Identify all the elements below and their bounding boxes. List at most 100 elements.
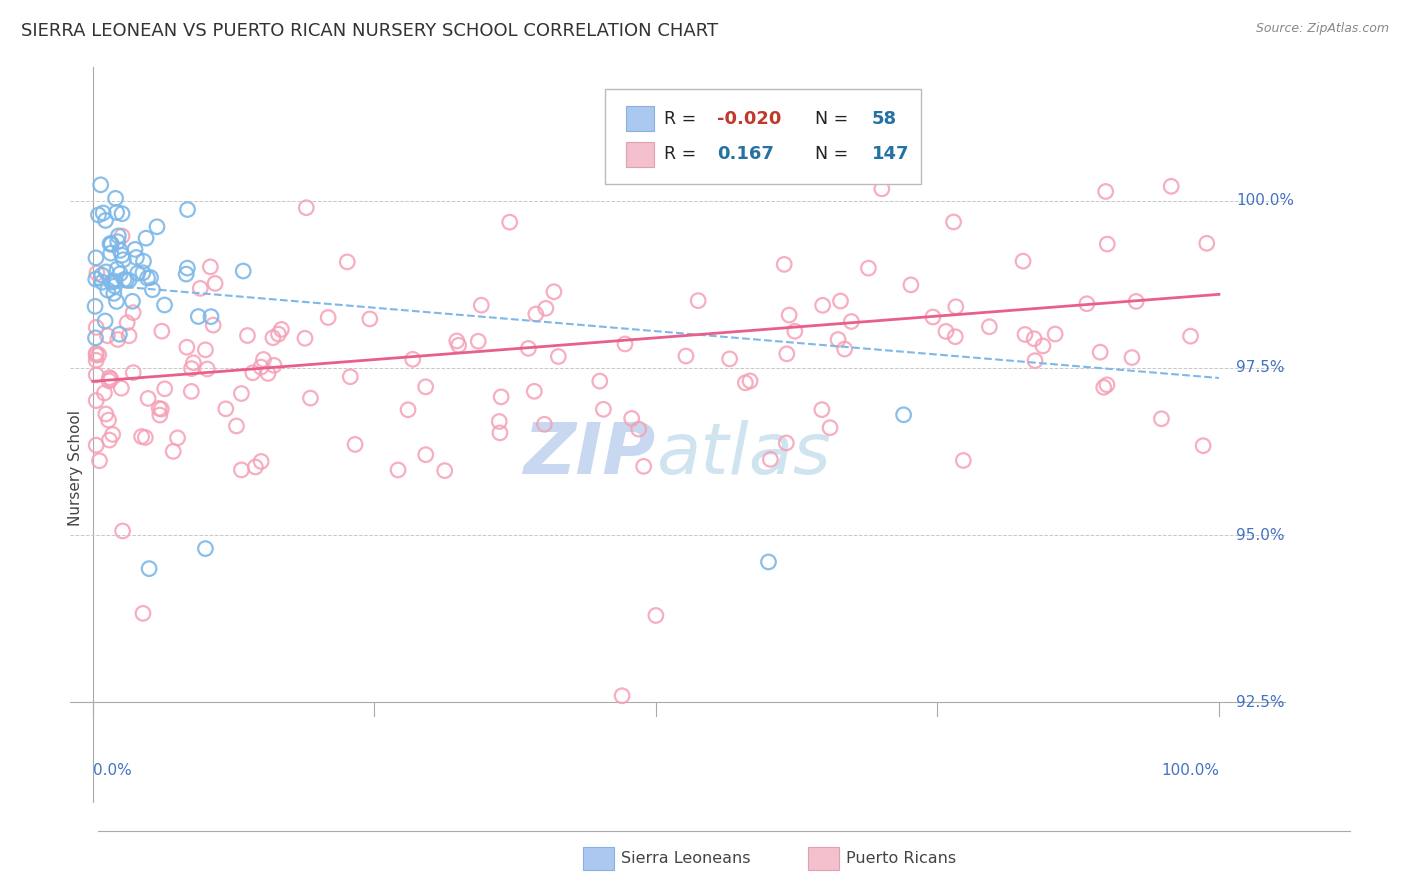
Point: [180, 361, 202, 376]
Text: 58: 58: [872, 110, 897, 128]
Point: [242, 366, 264, 380]
Point: [1024, 353, 1046, 368]
Point: [610, 689, 633, 703]
Point: [84, 393, 107, 408]
Point: [91, 275, 114, 289]
Point: [204, 277, 226, 291]
Point: [162, 444, 184, 458]
Text: 0.167: 0.167: [717, 145, 773, 163]
Point: [110, 381, 132, 395]
Point: [111, 207, 134, 221]
Point: [118, 273, 141, 287]
Point: [1195, 236, 1218, 251]
Point: [773, 257, 796, 271]
Point: [103, 274, 125, 288]
Point: [174, 267, 197, 281]
Point: [316, 310, 339, 325]
Point: [1095, 377, 1118, 392]
Point: [188, 281, 211, 295]
Point: [402, 352, 425, 367]
Point: [1092, 380, 1115, 394]
Point: [84, 251, 107, 265]
Point: [935, 325, 957, 339]
Point: [110, 267, 132, 281]
Point: [446, 334, 468, 348]
Point: [1088, 345, 1111, 359]
Point: [98, 370, 121, 384]
Point: [176, 340, 198, 354]
Point: [870, 182, 893, 196]
Point: [125, 251, 148, 265]
Point: [90, 268, 112, 282]
Text: atlas: atlas: [655, 420, 831, 490]
Point: [84, 348, 107, 362]
Point: [250, 360, 273, 375]
Point: [136, 271, 159, 285]
Point: [87, 348, 110, 362]
Point: [84, 346, 107, 360]
Point: [107, 333, 129, 347]
Point: [1094, 185, 1116, 199]
Point: [524, 307, 547, 321]
Point: [132, 607, 155, 621]
Point: [758, 555, 780, 569]
Point: [153, 382, 176, 396]
Point: [299, 391, 322, 405]
Point: [98, 236, 121, 251]
Point: [91, 206, 114, 220]
Point: [202, 318, 225, 332]
Point: [115, 273, 138, 287]
Point: [183, 356, 205, 370]
Point: [131, 429, 153, 443]
Point: [547, 350, 569, 364]
Point: [250, 454, 273, 468]
Point: [84, 438, 107, 452]
Point: [87, 208, 110, 222]
Text: -0.020: -0.020: [717, 110, 782, 128]
Point: [148, 401, 170, 416]
Point: [818, 421, 841, 435]
Point: [900, 277, 922, 292]
Point: [94, 314, 117, 328]
Point: [294, 331, 316, 345]
Point: [523, 384, 546, 399]
Point: [942, 215, 965, 229]
Text: Puerto Ricans: Puerto Ricans: [846, 851, 956, 865]
Point: [135, 231, 157, 245]
Point: [489, 390, 512, 404]
Point: [614, 337, 637, 351]
Text: 100.0%: 100.0%: [1161, 763, 1219, 778]
Point: [96, 265, 118, 279]
Point: [1032, 339, 1054, 353]
Point: [232, 264, 254, 278]
Point: [627, 422, 650, 436]
Point: [200, 260, 222, 274]
Point: [90, 178, 112, 192]
Point: [104, 279, 127, 293]
Point: [387, 463, 409, 477]
Point: [127, 266, 149, 280]
Point: [105, 262, 128, 277]
Point: [811, 298, 834, 312]
Point: [344, 437, 367, 451]
Point: [1125, 294, 1147, 309]
Point: [149, 408, 172, 422]
Point: [1097, 237, 1119, 252]
Point: [834, 342, 856, 356]
Point: [489, 425, 512, 440]
Point: [1192, 439, 1215, 453]
Point: [94, 407, 117, 421]
Point: [187, 310, 209, 324]
Point: [98, 433, 121, 447]
Text: N =: N =: [815, 145, 849, 163]
Point: [470, 298, 492, 312]
Text: R =: R =: [664, 110, 696, 128]
Text: 97.5%: 97.5%: [1236, 360, 1284, 376]
Text: 100.0%: 100.0%: [1236, 194, 1294, 208]
Point: [98, 374, 121, 388]
Text: N =: N =: [815, 110, 849, 128]
Point: [84, 320, 107, 334]
Point: [100, 275, 122, 289]
Point: [111, 229, 134, 244]
Point: [122, 366, 145, 380]
